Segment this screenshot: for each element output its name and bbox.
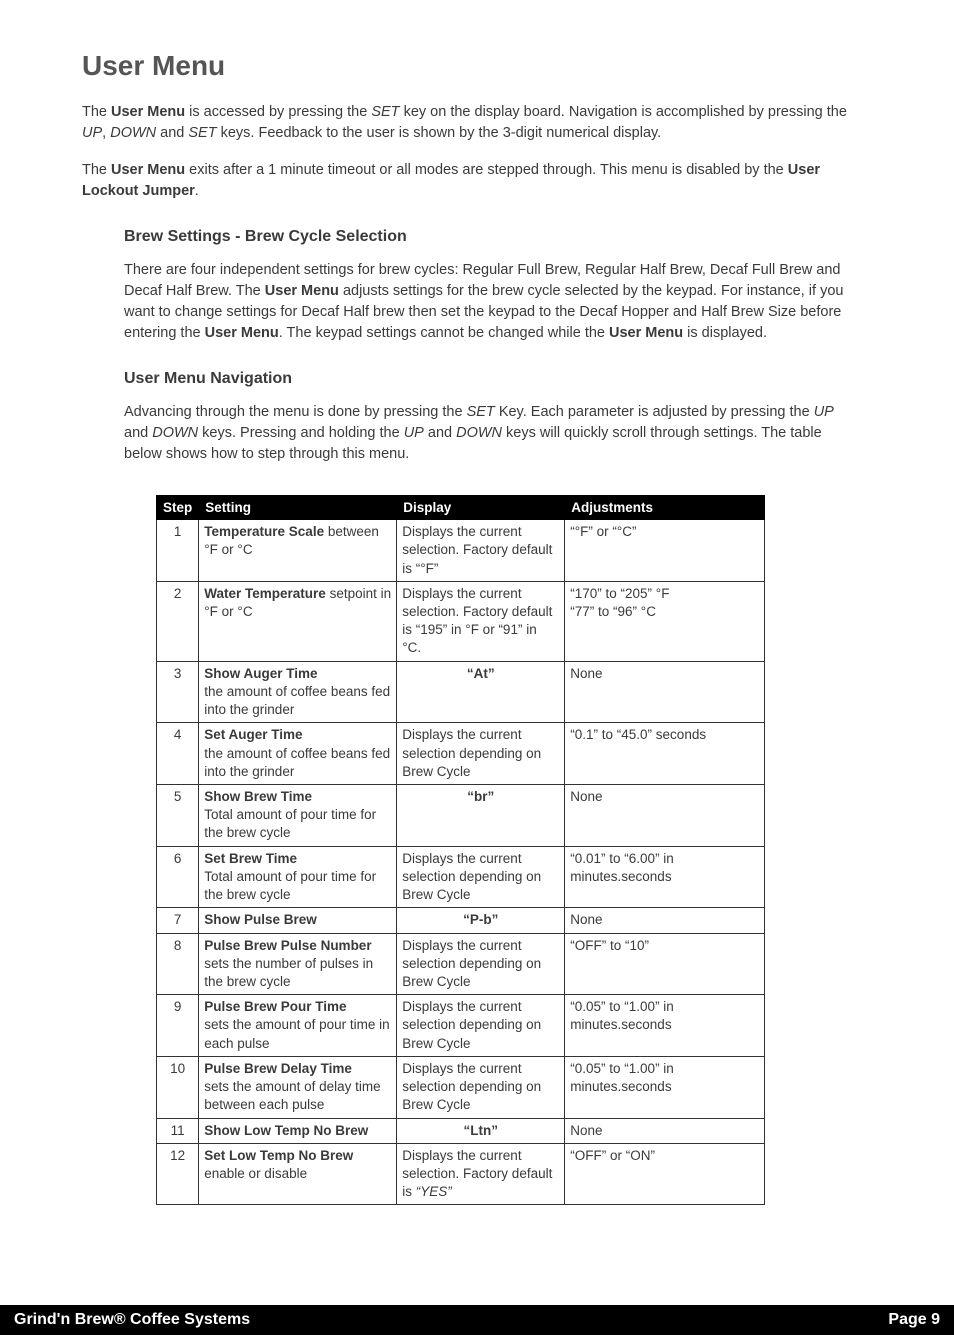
cell-display: Displays the current selection depending… <box>397 933 565 995</box>
cell-display: “At” <box>397 661 565 723</box>
cell-adjustments: “170” to “205” °F“77” to “96” °C <box>565 581 765 661</box>
cell-setting: Set Brew TimeTotal amount of pour time f… <box>199 846 397 908</box>
cell-adjustments: None <box>565 785 765 847</box>
cell-step: 11 <box>157 1118 199 1143</box>
cell-display: Displays the current selection. Factory … <box>397 581 565 661</box>
table-row: 3Show Auger Timethe amount of coffee bea… <box>157 661 765 723</box>
cell-display: Displays the current selection depending… <box>397 1056 565 1118</box>
cell-step: 3 <box>157 661 199 723</box>
table-row: 9Pulse Brew Pour Timesets the amount of … <box>157 995 765 1057</box>
section-paragraph-navigation: Advancing through the menu is done by pr… <box>124 402 862 465</box>
cell-setting: Pulse Brew Delay Timesets the amount of … <box>199 1056 397 1118</box>
cell-setting: Set Low Temp No Brewenable or disable <box>199 1143 397 1205</box>
table-row: 5Show Brew TimeTotal amount of pour time… <box>157 785 765 847</box>
cell-adjustments: None <box>565 661 765 723</box>
intro-paragraph-1: The User Menu is accessed by pressing th… <box>82 102 872 144</box>
cell-display: Displays the current selection depending… <box>397 846 565 908</box>
col-display: Display <box>397 496 565 520</box>
intro-paragraph-2: The User Menu exits after a 1 minute tim… <box>82 160 872 202</box>
footer-right: Page 9 <box>888 1311 940 1329</box>
cell-step: 10 <box>157 1056 199 1118</box>
cell-setting: Set Auger Timethe amount of coffee beans… <box>199 723 397 785</box>
col-setting: Setting <box>199 496 397 520</box>
cell-setting: Temperature Scale between °F or °C <box>199 520 397 582</box>
cell-display: Displays the current selection. Factory … <box>397 520 565 582</box>
table-row: 6Set Brew TimeTotal amount of pour time … <box>157 846 765 908</box>
cell-display: “br” <box>397 785 565 847</box>
cell-step: 6 <box>157 846 199 908</box>
table-row: 1Temperature Scale between °F or °CDispl… <box>157 520 765 582</box>
cell-display: Displays the current selection. Factory … <box>397 1143 565 1205</box>
col-adjustments: Adjustments <box>565 496 765 520</box>
cell-step: 1 <box>157 520 199 582</box>
cell-adjustments: “0.1” to “45.0” seconds <box>565 723 765 785</box>
cell-step: 2 <box>157 581 199 661</box>
cell-adjustments: None <box>565 1118 765 1143</box>
cell-step: 4 <box>157 723 199 785</box>
section-paragraph-brew-settings: There are four independent settings for … <box>124 260 862 344</box>
cell-setting: Show Pulse Brew <box>199 908 397 933</box>
cell-adjustments: “OFF” to “10” <box>565 933 765 995</box>
table-row: 4Set Auger Timethe amount of coffee bean… <box>157 723 765 785</box>
cell-step: 12 <box>157 1143 199 1205</box>
cell-setting: Show Brew TimeTotal amount of pour time … <box>199 785 397 847</box>
cell-display: “Ltn” <box>397 1118 565 1143</box>
cell-setting: Water Temperature setpoint in °F or °C <box>199 581 397 661</box>
cell-setting: Show Auger Timethe amount of coffee bean… <box>199 661 397 723</box>
cell-adjustments: “°F” or “°C” <box>565 520 765 582</box>
page-title: User Menu <box>82 50 872 82</box>
section-heading-brew-settings: Brew Settings - Brew Cycle Selection <box>124 228 862 246</box>
cell-adjustments: “0.05” to “1.00” in minutes.seconds <box>565 995 765 1057</box>
section-heading-navigation: User Menu Navigation <box>124 370 862 388</box>
cell-setting: Pulse Brew Pour Timesets the amount of p… <box>199 995 397 1057</box>
cell-setting: Pulse Brew Pulse Numbersets the number o… <box>199 933 397 995</box>
table-row: 2Water Temperature setpoint in °F or °CD… <box>157 581 765 661</box>
user-menu-table: Step Setting Display Adjustments 1Temper… <box>156 495 765 1205</box>
cell-step: 7 <box>157 908 199 933</box>
page-footer: Grind'n Brew® Coffee Systems Page 9 <box>0 1305 954 1335</box>
cell-step: 5 <box>157 785 199 847</box>
cell-step: 9 <box>157 995 199 1057</box>
table-row: 12Set Low Temp No Brewenable or disableD… <box>157 1143 765 1205</box>
cell-display: Displays the current selection depending… <box>397 995 565 1057</box>
cell-step: 8 <box>157 933 199 995</box>
table-row: 7Show Pulse Brew“P-b”None <box>157 908 765 933</box>
table-row: 10Pulse Brew Delay Timesets the amount o… <box>157 1056 765 1118</box>
cell-adjustments: None <box>565 908 765 933</box>
cell-display: Displays the current selection depending… <box>397 723 565 785</box>
cell-display: “P-b” <box>397 908 565 933</box>
table-row: 8Pulse Brew Pulse Numbersets the number … <box>157 933 765 995</box>
cell-adjustments: “0.05” to “1.00” in minutes.seconds <box>565 1056 765 1118</box>
cell-setting: Show Low Temp No Brew <box>199 1118 397 1143</box>
footer-left: Grind'n Brew® Coffee Systems <box>14 1311 250 1329</box>
table-row: 11Show Low Temp No Brew“Ltn”None <box>157 1118 765 1143</box>
cell-adjustments: “0.01” to “6.00” in minutes.seconds <box>565 846 765 908</box>
col-step: Step <box>157 496 199 520</box>
cell-adjustments: “OFF” or “ON” <box>565 1143 765 1205</box>
